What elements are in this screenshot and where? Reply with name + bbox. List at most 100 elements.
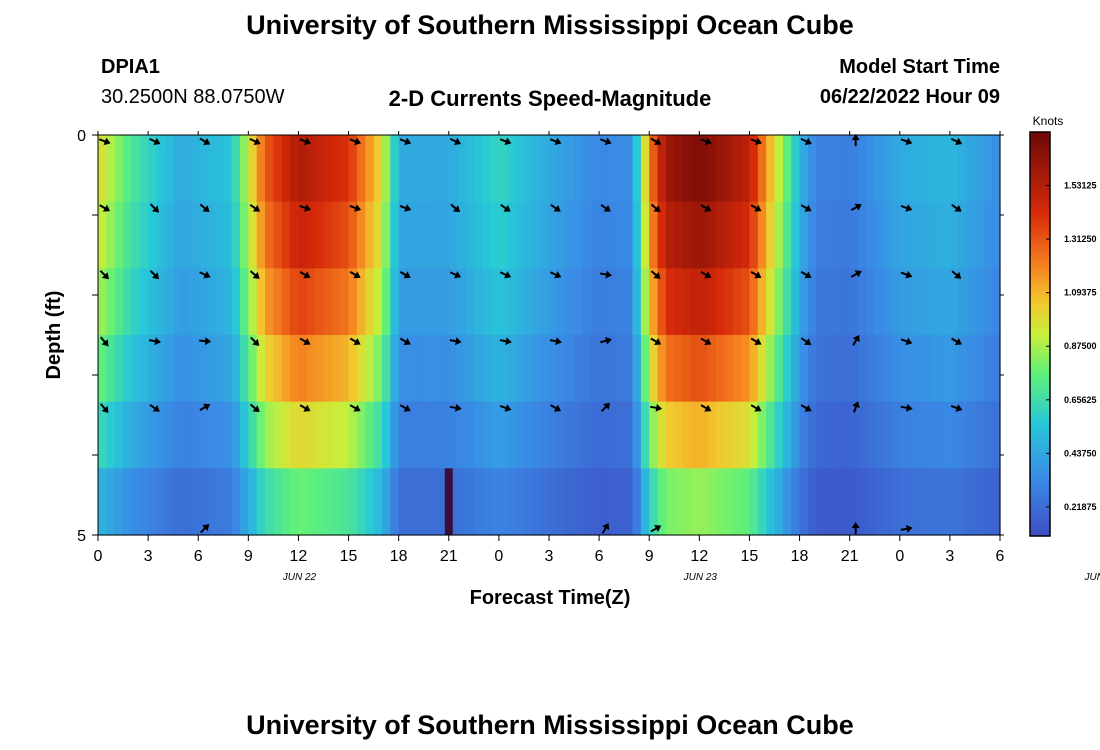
heatmap-cell (574, 401, 584, 469)
heatmap-cell (866, 468, 876, 536)
heatmap-cell (348, 468, 358, 536)
heatmap-cell (924, 268, 934, 336)
heatmap-cell (899, 268, 909, 336)
heatmap-cell (774, 468, 784, 536)
heatmap-cell (423, 268, 433, 336)
heatmap-cell (916, 135, 926, 203)
heatmap-cell (139, 201, 149, 269)
current-arrow (399, 204, 412, 212)
heatmap-cell (749, 201, 759, 269)
heatmap-cell (624, 468, 634, 536)
heatmap-cell (315, 201, 325, 269)
heatmap-cell (432, 201, 442, 269)
heatmap-cell (665, 468, 675, 536)
heatmap-cell (549, 401, 558, 469)
heatmap-cell (908, 335, 918, 403)
heatmap-cell (432, 468, 442, 536)
current-arrow (450, 203, 461, 213)
heatmap-cell (615, 401, 625, 469)
heatmap-cell (774, 135, 784, 203)
current-arrow (750, 137, 763, 146)
heatmap-cell (340, 468, 350, 536)
heatmap-cell (565, 268, 575, 336)
current-arrow (650, 403, 663, 412)
heatmap-cell (448, 401, 458, 469)
current-arrow (149, 203, 160, 213)
heatmap-cell (365, 135, 375, 203)
heatmap-cell (699, 201, 709, 269)
heatmap-cell (315, 335, 325, 403)
heatmap-cell (281, 201, 291, 269)
heatmap-cell (515, 468, 525, 536)
current-arrow (349, 404, 361, 412)
heatmap-cell (891, 268, 901, 336)
heatmap-cell (381, 268, 391, 336)
heatmap-cell (440, 135, 450, 203)
chart-subtitle: 2-D Currents Speed-Magnitude (388, 86, 712, 111)
page-title-repeat: University of Southern Mississippi Ocean… (246, 710, 854, 740)
x-tick-label: 0 (895, 548, 904, 565)
heatmap-cell (331, 268, 341, 336)
heatmap-cell (298, 201, 308, 269)
heatmap-cell (181, 468, 191, 536)
heatmap-cell (523, 468, 533, 536)
heatmap-cell (231, 268, 241, 336)
heatmap-cell (390, 335, 400, 403)
heatmap-cell (323, 135, 333, 203)
model-start-label: Model Start Time (839, 56, 1000, 78)
current-arrow (950, 404, 963, 412)
heatmap-cell (189, 401, 199, 469)
heatmap-cell (114, 135, 124, 203)
heatmap-cell (331, 401, 341, 469)
heatmap-cell (131, 135, 141, 203)
heatmap-cell (398, 468, 408, 536)
heatmap-cell (156, 468, 166, 536)
heatmap-cell (106, 135, 116, 203)
heatmap-cell (515, 401, 525, 469)
heatmap-cell (774, 401, 784, 469)
current-arrow (900, 524, 913, 533)
heatmap-cell (724, 335, 734, 403)
heatmap-cell (916, 201, 926, 269)
heatmap-cell (732, 468, 742, 536)
heatmap-cell (156, 335, 166, 403)
heatmap-cell (766, 135, 776, 203)
heatmap-cell (974, 335, 984, 403)
heatmap-cell (331, 335, 341, 403)
heatmap-cell (615, 201, 625, 269)
current-arrow (750, 204, 762, 212)
heatmap-cell (883, 201, 893, 269)
x-tick-label: 3 (945, 548, 954, 565)
heatmap-cell (749, 335, 759, 403)
heatmap-cell (298, 135, 308, 203)
current-arrow (249, 203, 261, 212)
page-title: University of Southern Mississippi Ocean… (246, 10, 854, 40)
heatmap-cell (206, 335, 216, 403)
heatmap-cell (356, 268, 366, 336)
heatmap-cell (473, 135, 483, 203)
heatmap-cell (198, 268, 208, 336)
heatmap-cell (557, 268, 567, 336)
heatmap-cell (381, 401, 391, 469)
heatmap-cell (916, 468, 926, 536)
heatmap-cell (766, 335, 776, 403)
heatmap-cell (816, 268, 826, 336)
heatmap-cell (874, 268, 884, 336)
heatmap-cell (590, 268, 600, 336)
heatmap-cell (799, 335, 809, 403)
heatmap-cell (674, 401, 684, 469)
heatmap-cell (214, 201, 224, 269)
heatmap-cell (473, 201, 483, 269)
heatmap-cell (791, 335, 801, 403)
heatmap-cell (665, 268, 675, 336)
heatmap-cell (983, 468, 993, 536)
heatmap-cell (724, 468, 734, 536)
heatmap-cell (866, 201, 876, 269)
heatmap-cell (465, 135, 475, 203)
heatmap-cell (657, 201, 667, 269)
heatmap-cell (690, 268, 700, 336)
heatmap-cell (331, 201, 341, 269)
heatmap-cell (624, 401, 634, 469)
heatmap-cell (891, 135, 901, 203)
heatmap-cell (498, 468, 508, 536)
